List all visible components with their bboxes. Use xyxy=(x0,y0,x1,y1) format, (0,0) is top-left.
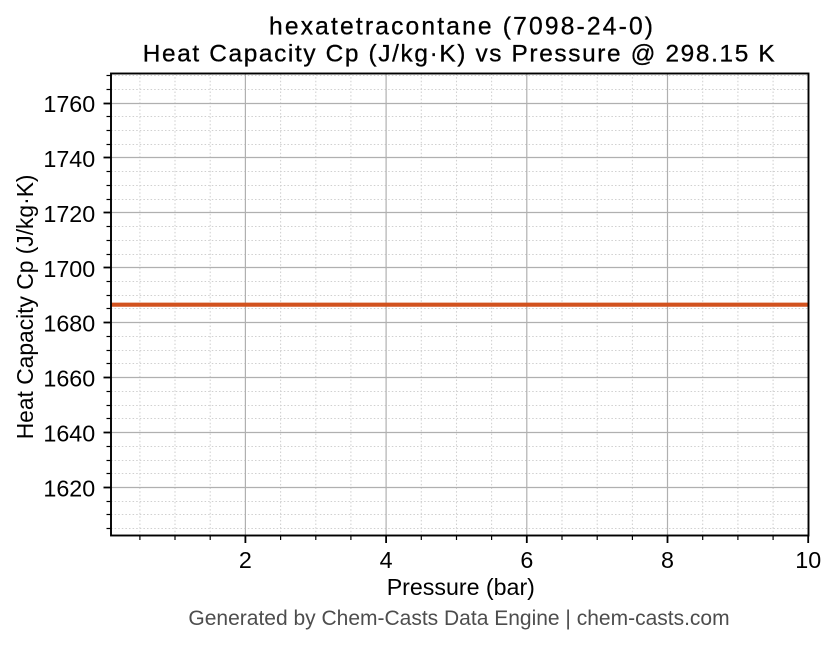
svg-text:Generated by Chem-Casts Data E: Generated by Chem-Casts Data Engine | ch… xyxy=(188,607,729,630)
svg-text:Heat Capacity Cp (J/kg·K) vs P: Heat Capacity Cp (J/kg·K) vs Pressure @ … xyxy=(143,41,777,68)
svg-text:1720: 1720 xyxy=(43,201,95,227)
svg-text:1680: 1680 xyxy=(43,311,95,337)
svg-text:1700: 1700 xyxy=(43,256,95,282)
svg-text:Heat Capacity Cp (J/kg·K): Heat Capacity Cp (J/kg·K) xyxy=(12,175,38,440)
svg-text:4: 4 xyxy=(380,547,393,573)
svg-text:Pressure (bar): Pressure (bar) xyxy=(387,574,535,600)
svg-text:hexatetracontane (7098-24-0): hexatetracontane (7098-24-0) xyxy=(269,14,655,41)
svg-text:1660: 1660 xyxy=(43,366,95,392)
svg-text:1640: 1640 xyxy=(43,421,95,447)
svg-text:8: 8 xyxy=(661,547,674,573)
svg-text:1620: 1620 xyxy=(43,476,95,502)
svg-text:2: 2 xyxy=(239,547,252,573)
svg-text:6: 6 xyxy=(520,547,533,573)
svg-text:1740: 1740 xyxy=(43,146,95,172)
svg-text:1760: 1760 xyxy=(43,91,95,117)
svg-text:10: 10 xyxy=(795,547,821,573)
